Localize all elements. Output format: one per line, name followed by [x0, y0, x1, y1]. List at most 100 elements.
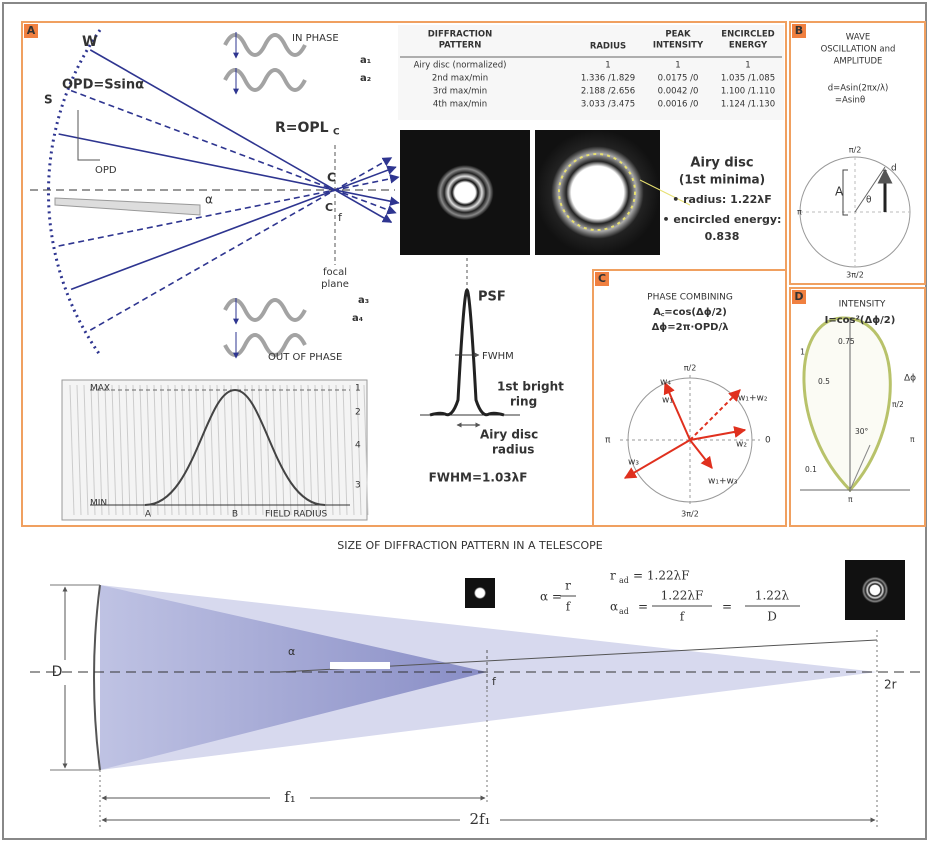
- table-header: ENCIRCLED: [721, 30, 774, 40]
- label: R=OPL: [275, 120, 329, 136]
- label: w₄: [660, 378, 671, 388]
- table-cell: 1.100 /1.110: [721, 87, 775, 97]
- label: A: [835, 185, 844, 199]
- label: C: [333, 128, 340, 138]
- label: C: [327, 171, 336, 185]
- label: α: [610, 600, 618, 614]
- label: PHASE COMBINING: [647, 293, 733, 303]
- label: r: [565, 579, 571, 593]
- amplitude-bracket: [843, 170, 848, 215]
- label: d=Asin(2πx/λ): [828, 84, 889, 94]
- label: B: [232, 510, 238, 520]
- label: ad: [619, 576, 629, 585]
- label: radius: [492, 443, 534, 457]
- panel-label: B: [795, 24, 803, 37]
- table-header: DIFFRACTION: [428, 30, 493, 40]
- table-cell: 3.033 /3.475: [581, 100, 635, 110]
- label: =: [638, 600, 648, 614]
- label: Airy disc: [690, 156, 753, 171]
- label: 4: [355, 441, 361, 451]
- panel-label: C: [598, 272, 606, 285]
- panel-label: D: [794, 290, 803, 303]
- table-cell: 1.124 /1.130: [721, 100, 775, 110]
- table-cell: 2.188 /2.656: [581, 87, 635, 97]
- label: 2f₁: [469, 810, 490, 828]
- label: 0.1: [805, 465, 817, 474]
- label: π/2: [849, 146, 862, 155]
- label: =: [722, 600, 732, 614]
- label: INTENSITY: [839, 300, 886, 310]
- label: ring: [510, 395, 537, 409]
- label: OSCILLATION and: [821, 45, 896, 55]
- label: D: [767, 610, 777, 624]
- label: a₃: [358, 295, 369, 306]
- table-cell: 1.336 /1.829: [581, 74, 635, 84]
- table-header: INTENSITY: [653, 41, 704, 51]
- label: π/2: [892, 400, 904, 409]
- label: 2: [355, 408, 361, 418]
- label: α =: [540, 590, 562, 604]
- label: AMPLITUDE: [834, 57, 883, 67]
- label: 1: [800, 348, 805, 357]
- graph-box: [62, 380, 367, 520]
- wave: [225, 300, 305, 320]
- table-cell: 4th max/min: [433, 100, 487, 110]
- angle-gap: [330, 662, 390, 669]
- label: r: [610, 569, 616, 583]
- label: Airy disc: [480, 428, 538, 442]
- label: π/2: [684, 364, 697, 373]
- table-cell: 1: [605, 61, 610, 71]
- table-cell: 3rd max/min: [433, 87, 487, 97]
- label: 3π/2: [846, 271, 864, 280]
- table-header: PEAK: [665, 30, 691, 40]
- label: WAVE: [846, 33, 870, 43]
- label: w₃: [628, 458, 639, 468]
- label: Δϕ=2π·OPD/λ: [652, 322, 730, 333]
- label: a₄: [352, 313, 363, 324]
- label: Δϕ: [904, 374, 916, 384]
- label: 30°: [855, 427, 869, 436]
- label: f: [338, 211, 343, 224]
- table-cell: 2nd max/min: [432, 74, 488, 84]
- large-spot: [845, 560, 905, 620]
- label: ad: [619, 607, 629, 616]
- mirror: [94, 585, 100, 770]
- label: OPD=Ssinα: [62, 78, 144, 93]
- label: 1st bright: [497, 380, 564, 394]
- table-header: ENERGY: [729, 41, 768, 51]
- label: plane: [321, 279, 349, 290]
- label: OPD: [95, 165, 117, 176]
- label: 1: [355, 384, 361, 394]
- label: FIELD RADIUS: [265, 510, 328, 520]
- wave: [225, 70, 305, 90]
- ray: [59, 177, 399, 246]
- label: w₁+w₂: [738, 394, 768, 404]
- page: {"panel_a": {"label": "A", "wavefront": …: [0, 0, 931, 845]
- label: d: [891, 164, 897, 174]
- label: π: [910, 435, 915, 444]
- table-cell: 1.035 /1.085: [721, 74, 775, 84]
- label: MIN: [90, 499, 107, 509]
- label: 3: [355, 481, 361, 491]
- ray: [71, 167, 396, 289]
- label: 2r: [884, 678, 897, 692]
- label: =Asinθ: [835, 96, 865, 106]
- label: IN PHASE: [292, 33, 339, 44]
- label: f: [680, 610, 686, 624]
- label: 0.838: [705, 230, 740, 243]
- label: FWHM: [482, 351, 514, 362]
- label: D: [52, 664, 63, 680]
- label: 3π/2: [681, 510, 699, 519]
- opd-wedge: [55, 198, 200, 215]
- section-title: SIZE OF DIFFRACTION PATTERN IN A TELESCO…: [337, 539, 602, 552]
- label: I=cos²(Δϕ/2): [825, 315, 896, 326]
- table-header: PATTERN: [439, 41, 482, 51]
- label: 0.75: [838, 337, 855, 346]
- label: OUT OF PHASE: [268, 352, 342, 363]
- airy-image: [400, 130, 530, 255]
- label: a₂: [360, 73, 371, 84]
- label: a₁: [360, 55, 371, 66]
- label: 1.22λF: [661, 589, 704, 603]
- label: π: [605, 436, 611, 446]
- label: θ: [866, 196, 872, 206]
